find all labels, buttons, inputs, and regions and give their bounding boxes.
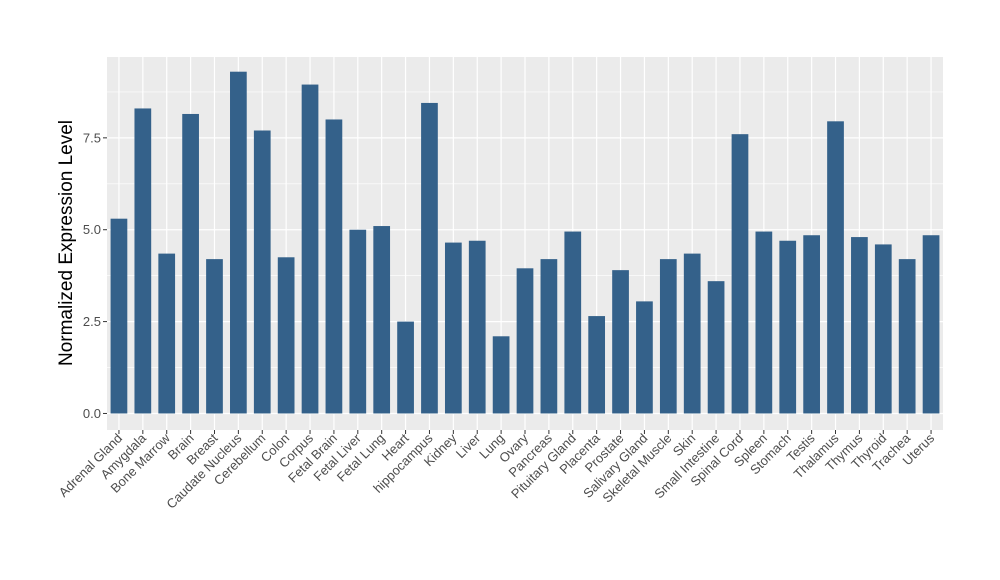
bar	[110, 218, 128, 414]
bar	[158, 253, 176, 414]
bar	[731, 134, 749, 414]
bar	[588, 316, 606, 414]
bar	[468, 240, 486, 414]
bars	[110, 71, 940, 414]
bar	[612, 270, 629, 414]
bar	[779, 240, 797, 414]
bar	[349, 229, 367, 414]
bar	[874, 244, 892, 414]
bar	[683, 253, 701, 414]
bar	[564, 231, 582, 414]
y-axis-label: Normalized Expression Level	[56, 120, 77, 366]
bar	[755, 231, 773, 414]
bar	[325, 119, 343, 414]
bar	[373, 226, 391, 414]
bar	[134, 108, 152, 414]
y-tick-label: 0.0	[83, 406, 101, 421]
bar	[540, 259, 558, 414]
bar	[636, 301, 653, 414]
bar	[851, 237, 868, 414]
x-tick-label: Liver	[453, 430, 484, 461]
bar	[444, 242, 462, 414]
bar	[421, 102, 438, 414]
bar	[301, 84, 319, 414]
bar	[253, 130, 271, 414]
bar	[230, 71, 247, 414]
bar	[707, 281, 725, 414]
bar	[277, 257, 295, 414]
bar	[492, 336, 510, 414]
bar	[397, 321, 414, 414]
bar	[206, 259, 223, 414]
bar	[803, 235, 820, 414]
bar	[182, 113, 199, 414]
y-tick-label: 5.0	[83, 222, 101, 237]
y-axis: 0.0 2.5 5.0 7.5	[83, 130, 107, 421]
bar	[827, 121, 844, 414]
bar	[898, 259, 916, 414]
y-tick-label: 2.5	[83, 314, 101, 329]
bar	[516, 268, 534, 414]
y-tick-label: 7.5	[83, 130, 101, 145]
bar	[922, 235, 940, 414]
bar	[659, 259, 677, 414]
